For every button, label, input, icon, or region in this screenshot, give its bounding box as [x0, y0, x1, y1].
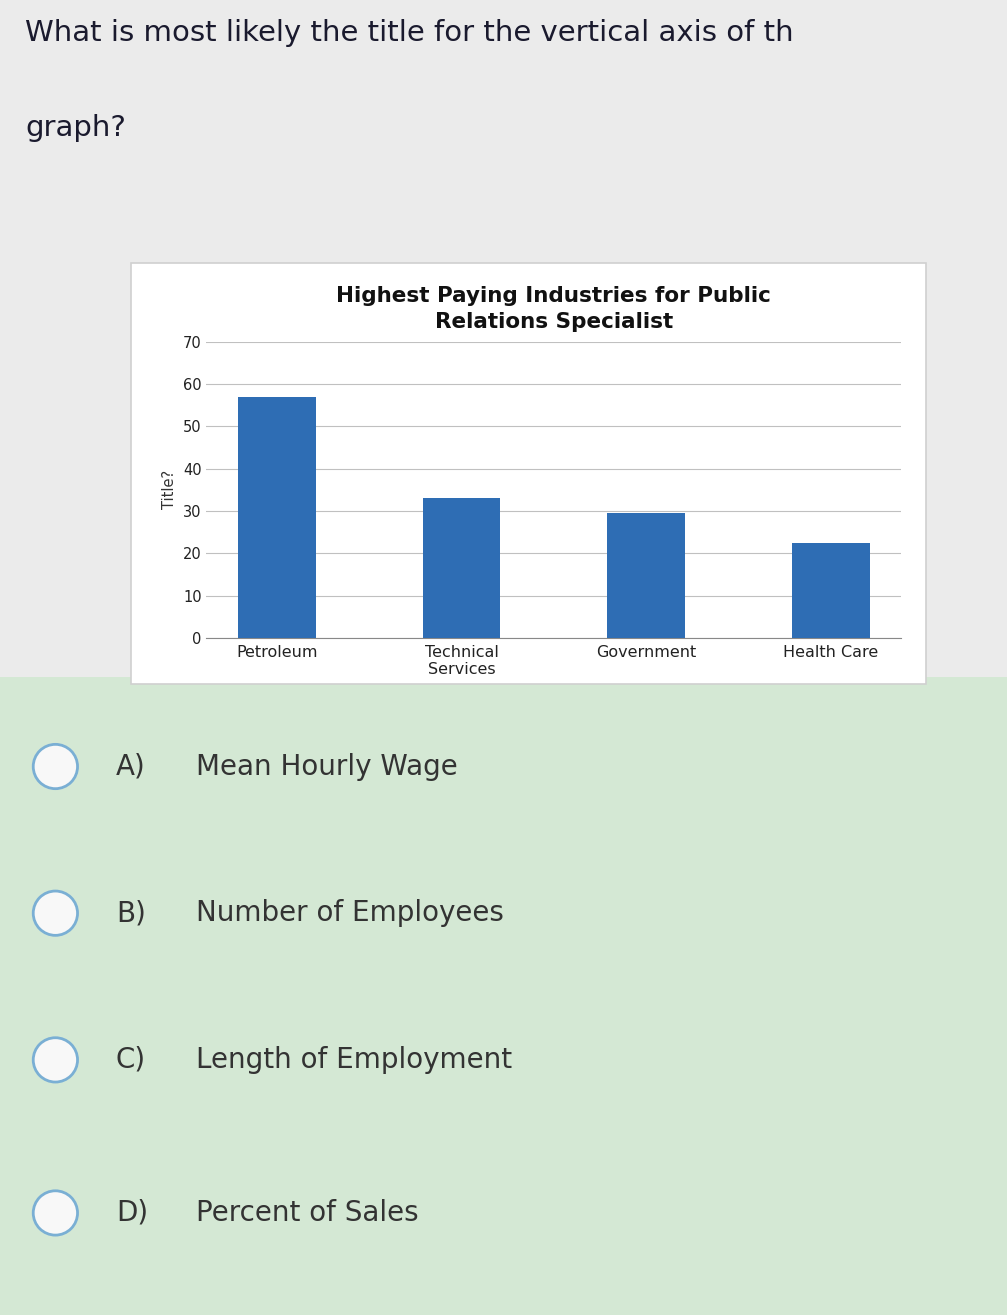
- Bar: [793, 543, 870, 638]
- Text: Percent of Sales: Percent of Sales: [196, 1199, 419, 1227]
- Ellipse shape: [33, 1038, 78, 1082]
- Ellipse shape: [33, 744, 78, 789]
- Text: What is most likely the title for the vertical axis of th: What is most likely the title for the ve…: [25, 18, 794, 47]
- Y-axis label: Title?: Title?: [162, 471, 177, 509]
- Bar: [238, 397, 315, 638]
- Text: Number of Employees: Number of Employees: [196, 899, 505, 927]
- Text: Mean Hourly Wage: Mean Hourly Wage: [196, 752, 458, 781]
- Text: B): B): [116, 899, 146, 927]
- Bar: [423, 498, 500, 638]
- Ellipse shape: [33, 1191, 78, 1235]
- Bar: [607, 513, 685, 638]
- Ellipse shape: [33, 892, 78, 935]
- Title: Highest Paying Industries for Public
Relations Specialist: Highest Paying Industries for Public Rel…: [336, 285, 771, 331]
- Text: C): C): [116, 1045, 146, 1074]
- Text: Length of Employment: Length of Employment: [196, 1045, 513, 1074]
- Text: A): A): [116, 752, 146, 781]
- Text: graph?: graph?: [25, 113, 126, 142]
- Text: D): D): [116, 1199, 148, 1227]
